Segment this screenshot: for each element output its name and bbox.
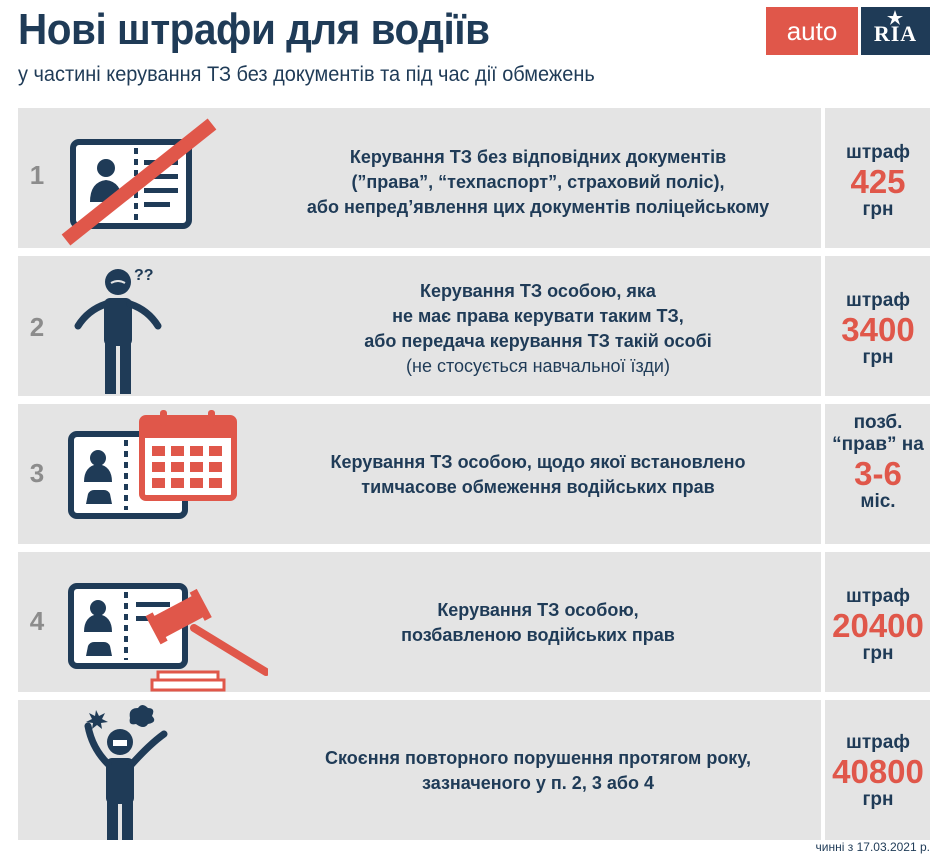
penalty-box: штраф 3400 грн: [826, 290, 930, 368]
effective-date-note: чинні з 17.03.2021 р.: [815, 840, 930, 854]
desc-line: Керування ТЗ особою, щодо якої встановле…: [330, 452, 746, 472]
penalty-unit: грн: [862, 347, 894, 368]
desc-line: тимчасове обмеження водійських прав: [361, 477, 715, 497]
violation-row-3: 3 Керування ТЗ особою, щодо якої встанов…: [18, 404, 930, 544]
penalty-box: штраф 40800 грн: [826, 732, 930, 810]
star-icon: [887, 10, 903, 25]
penalty-amount: 3-6: [854, 455, 902, 492]
row-divider: [821, 700, 825, 840]
penalty-label: штраф: [846, 586, 910, 607]
desc-line: (”права”, “техпаспорт”, страховий поліс)…: [351, 172, 725, 192]
row-divider: [821, 552, 825, 692]
logo-ria-text: RIA: [873, 21, 918, 46]
desc-line: зазначеного у п. 2, 3 або 4: [422, 773, 654, 793]
desc-line: або передача керування ТЗ такій особі: [364, 331, 712, 351]
penalty-label: штраф: [846, 732, 910, 753]
violation-row-5: Скоєння повторного порушення протягом ро…: [18, 700, 930, 840]
penalty-amount: 425: [850, 163, 906, 200]
penalty-label: штраф: [846, 290, 910, 311]
license-calendar-icon: [68, 410, 237, 519]
row-divider: [821, 404, 825, 544]
penalty-label-2: “прав” на: [832, 434, 924, 455]
desc-line: Керування ТЗ без відповідних документів: [349, 147, 727, 167]
penalty-amount: 3400: [841, 311, 915, 348]
row-number: 2: [29, 312, 45, 342]
penalty-label: штраф: [846, 142, 910, 163]
penalty-unit: грн: [862, 789, 894, 810]
desc-line: позбавленою водійських прав: [401, 625, 675, 645]
angry-person-icon: [84, 705, 168, 840]
desc-line: Керування ТЗ особою, яка: [420, 281, 656, 301]
svg-text:??: ??: [134, 267, 154, 284]
page-subtitle: у частині керування ТЗ без документів та…: [18, 63, 595, 86]
violation-row-4: 4 Керування ТЗ особою, позбавленою водій…: [18, 552, 930, 692]
desc-line: або непред’явлення цих документів поліце…: [306, 197, 770, 217]
penalty-unit: грн: [862, 199, 894, 220]
desc-line: Скоєння повторного порушення протягом ро…: [325, 748, 751, 768]
page-title: Нові штрафи для водіїв: [18, 5, 490, 54]
row-number: 3: [29, 458, 45, 488]
row-description: Скоєння повторного порушення протягом ро…: [278, 746, 798, 796]
penalty-box: штраф 425 грн: [826, 142, 930, 220]
logo-auto-text: auto: [766, 7, 858, 55]
row-divider: [821, 108, 825, 248]
crossed-license-icon: [61, 118, 217, 246]
confused-person-icon: ??: [74, 267, 162, 394]
row-description: Керування ТЗ особою, щодо якої встановле…: [278, 450, 798, 500]
desc-line: (не стосується навчальної їзди): [406, 356, 670, 376]
penalty-amount: 20400: [832, 607, 924, 644]
penalty-box: штраф 20400 грн: [826, 586, 930, 664]
penalty-unit: грн: [862, 643, 894, 664]
desc-line: не має права керувати таким ТЗ,: [392, 306, 684, 326]
row-number: 4: [29, 606, 45, 636]
row-number: 1: [29, 160, 45, 190]
penalty-box: позб. “прав” на 3-6 міс.: [826, 412, 930, 512]
logo-ria-block: RIA: [861, 7, 930, 55]
row-description: Керування ТЗ особою, позбавленою водійсь…: [278, 598, 798, 648]
row-description: Керування ТЗ особою, яка не має права ке…: [278, 279, 798, 379]
violation-row-1: 1 Керування ТЗ без відповідних документі…: [18, 108, 930, 248]
desc-line: Керування ТЗ особою,: [437, 600, 639, 620]
penalty-amount: 40800: [832, 753, 924, 790]
autoria-logo: auto RIA: [766, 7, 930, 55]
row-description: Керування ТЗ без відповідних документів …: [278, 145, 798, 220]
violation-row-2: 2 ?? Керування ТЗ особою, яка не має пра…: [18, 256, 930, 396]
row-divider: [821, 256, 825, 396]
penalty-unit: міс.: [860, 491, 896, 512]
penalty-label: позб.: [853, 412, 903, 433]
license-gavel-icon: [68, 583, 268, 692]
